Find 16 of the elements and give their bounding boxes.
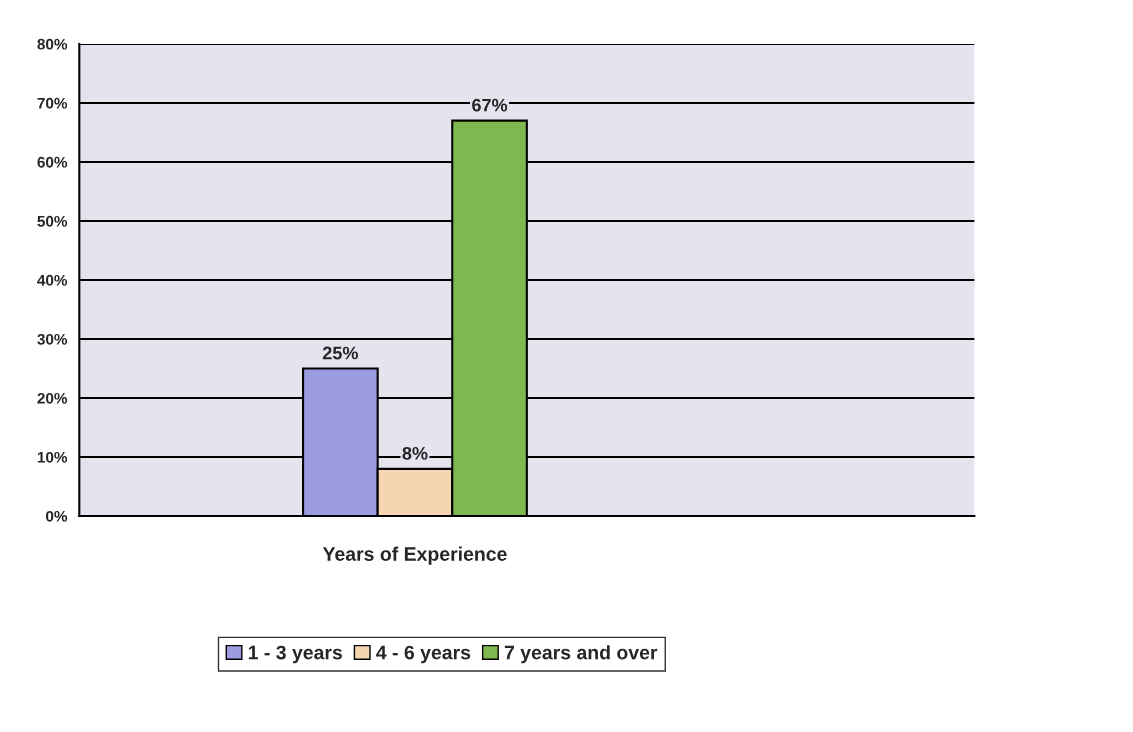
y-tick-label: 0% bbox=[46, 510, 68, 522]
text: 67% bbox=[472, 98, 508, 112]
y-tick-label: 20% bbox=[37, 392, 68, 404]
text: 25% bbox=[322, 346, 358, 360]
y-tick-label: 30% bbox=[37, 333, 68, 345]
y-tick-label: 70% bbox=[37, 97, 68, 109]
y-tick-label: 50% bbox=[37, 215, 68, 227]
legend-label: 7 years and over bbox=[504, 645, 658, 664]
y-tick-label: 10% bbox=[37, 451, 68, 463]
y-tick-label: 40% bbox=[37, 274, 68, 286]
legend-label: 1 - 3 years bbox=[248, 645, 342, 664]
x-tick-label: Years of Experience bbox=[322, 546, 507, 565]
y-tick-label: 60% bbox=[37, 156, 68, 168]
legend-label: 4 - 6 years bbox=[376, 645, 471, 664]
y-tick-label: 80% bbox=[37, 38, 68, 50]
text: 8% bbox=[402, 446, 428, 460]
